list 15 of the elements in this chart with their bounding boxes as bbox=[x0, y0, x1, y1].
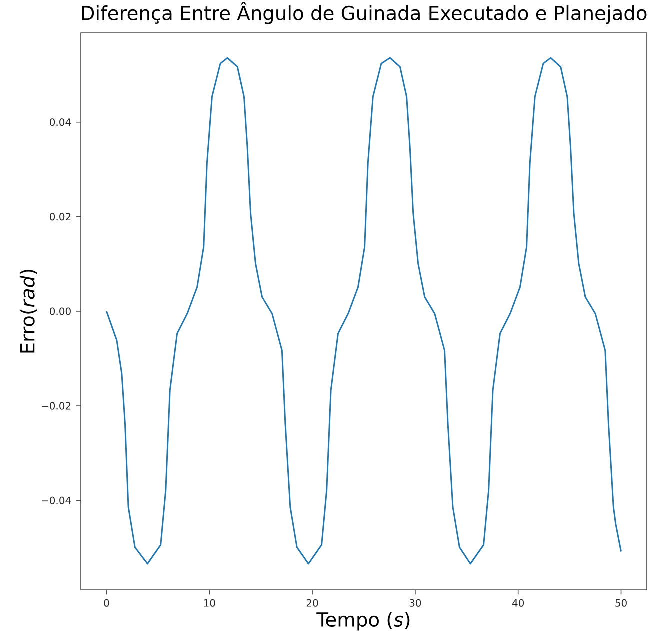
y-axis-title: Erro(rad) bbox=[20, 270, 38, 353]
x-tick-label: 30 bbox=[410, 599, 422, 607]
x-tick-label: 10 bbox=[204, 599, 216, 607]
y-tick-label: 0.00 bbox=[50, 308, 71, 316]
y-tick-label: 0.02 bbox=[50, 213, 71, 221]
y-tick-label: 0.04 bbox=[50, 118, 72, 126]
chart-title: Diferença Entre Ângulo de Guinada Executado e Planejado bbox=[82, 2, 647, 24]
x-tick-label: 40 bbox=[512, 599, 524, 607]
y-tick-label: −0.04 bbox=[42, 496, 72, 504]
x-axis-title: Tempo (s) bbox=[316, 612, 410, 631]
line-series bbox=[106, 57, 622, 565]
y-tick-label: −0.02 bbox=[42, 402, 71, 410]
x-tick-label: 20 bbox=[306, 599, 318, 607]
x-tick-label: 50 bbox=[616, 599, 627, 607]
x-tick-label: 0 bbox=[104, 599, 110, 607]
